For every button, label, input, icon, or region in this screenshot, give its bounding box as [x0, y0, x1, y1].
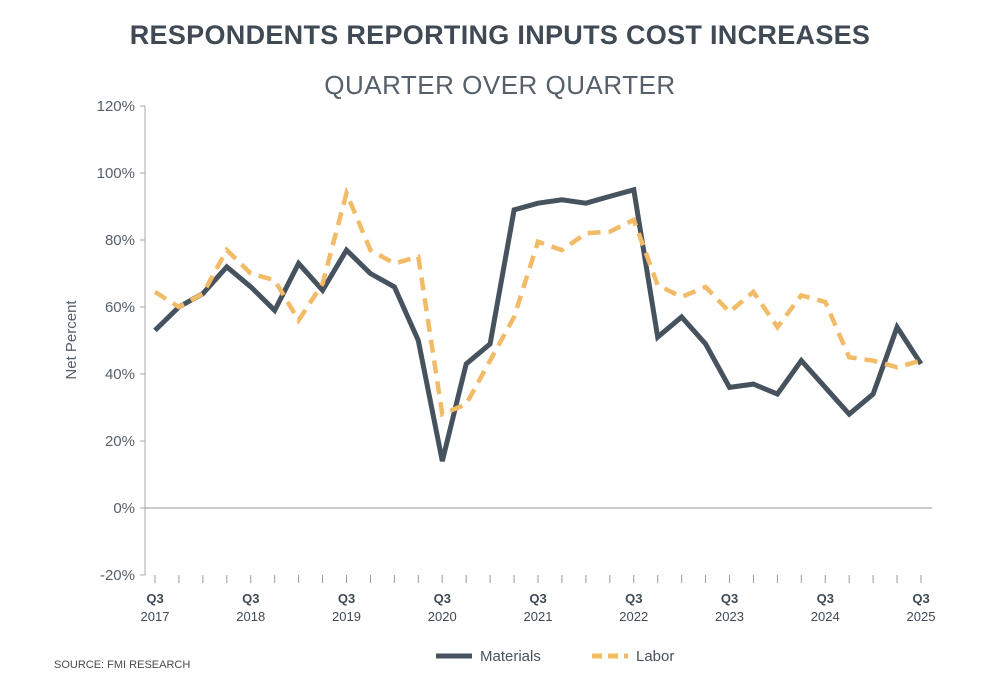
- x-tick-label-year: 2025: [907, 609, 936, 624]
- x-tick-label-year: 2024: [811, 609, 840, 624]
- x-tick-label-year: 2018: [236, 609, 265, 624]
- x-tick-label-year: 2021: [524, 609, 553, 624]
- x-tick-label-quarter: Q3: [338, 591, 355, 606]
- source-note: SOURCE: FMI RESEARCH: [54, 659, 191, 671]
- y-axis-label: Net Percent: [63, 300, 80, 380]
- x-tick-label-quarter: Q3: [242, 591, 259, 606]
- y-tick-label: 120%: [97, 98, 135, 115]
- x-tick-label-quarter: Q3: [817, 591, 834, 606]
- x-tick-label-year: 2019: [332, 609, 361, 624]
- x-tick-label-year: 2020: [428, 609, 457, 624]
- y-tick-label: 0%: [113, 500, 135, 517]
- x-tick-label-year: 2017: [141, 609, 170, 624]
- y-tick-label: 100%: [97, 165, 135, 182]
- y-tick-label: 20%: [105, 433, 135, 450]
- x-tick-label-quarter: Q3: [529, 591, 546, 606]
- chart-title: RESPONDENTS REPORTING INPUTS COST INCREA…: [129, 20, 871, 50]
- chart-subtitle: QUARTER OVER QUARTER: [324, 70, 676, 100]
- y-tick-label: 40%: [105, 366, 135, 383]
- x-tick-label-year: 2022: [619, 609, 648, 624]
- x-tick-label-quarter: Q3: [721, 591, 738, 606]
- series-line-materials: [153, 186, 924, 462]
- x-tick-label-quarter: Q3: [625, 591, 642, 606]
- legend-label-materials: Materials: [480, 648, 541, 665]
- y-tick-label: -20%: [100, 567, 135, 584]
- y-tick-label: 80%: [105, 232, 135, 249]
- x-tick-label-quarter: Q3: [146, 591, 163, 606]
- x-tick-label-quarter: Q3: [434, 591, 451, 606]
- x-tick-label-year: 2023: [715, 609, 744, 624]
- legend-label-labor: Labor: [636, 648, 674, 665]
- y-tick-label: 60%: [105, 299, 135, 316]
- x-tick-label-quarter: Q3: [912, 591, 929, 606]
